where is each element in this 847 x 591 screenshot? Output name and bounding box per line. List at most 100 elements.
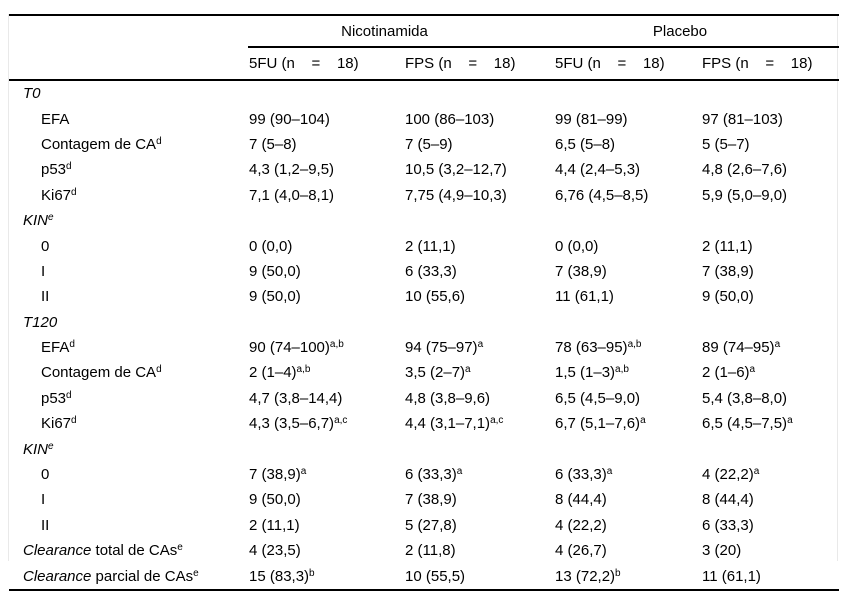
column-header: FPS (n = 18) <box>701 47 839 81</box>
table-row: Clearance parcial de CAse 15 (83,3)b 10 (5… <box>9 563 839 589</box>
row-label: II <box>41 516 50 534</box>
data-cell: 4 (22,2) <box>555 516 607 534</box>
table-row: Ki67d 7,1 (4,0–8,1) 7,75 (4,9–10,3) 6,76 (4… <box>9 183 839 208</box>
superscript-marker: a,b <box>627 339 642 351</box>
data-cell: 2 (11,1) <box>249 516 300 534</box>
table-row: I 9 (50,0) 7 (38,9) 8 (44,4) 8 (44,4) <box>9 487 839 512</box>
table-row: KINe <box>9 436 839 461</box>
data-cell <box>554 208 701 233</box>
table-row: p53d 4,7 (3,8–14,4) 4,8 (3,8–9,6) 6,5 (4,5–… <box>9 386 839 411</box>
data-cell <box>701 80 839 106</box>
data-cell: 5 (5–7) <box>702 135 750 153</box>
data-cell: 4,4 (2,4–5,3) <box>555 161 641 179</box>
superscript-marker: a,c <box>490 415 504 427</box>
row-label: Ki67d <box>41 186 77 204</box>
row-label-part: Clearance <box>23 567 92 585</box>
superscript-marker: a <box>774 339 781 351</box>
superscript-marker: d <box>66 161 72 173</box>
table-body: T0 EFA 99 (90–104) 100 (86–103) 99 (81–99) 97… <box>9 80 839 590</box>
table-row: EFAd 90 (74–100)a,b 94 (75–97)a 78 (63–95)a… <box>9 335 839 360</box>
data-cell: 7 (38,9) <box>405 491 457 509</box>
header-spacer <box>9 47 248 81</box>
data-cell: 10 (55,5) <box>405 567 466 585</box>
superscript-marker: a <box>300 466 307 478</box>
data-cell: 7 (38,9) <box>702 262 754 280</box>
superscript-marker: a <box>749 364 756 376</box>
column-header: 5FU (n = 18) <box>248 47 404 81</box>
row-label: 0 <box>41 466 50 484</box>
superscript-marker: a,b <box>615 364 629 376</box>
data-cell: 94 (75–97)a <box>405 339 484 357</box>
data-cell: 97 (81–103) <box>702 110 783 128</box>
superscript-marker: b <box>615 567 621 579</box>
data-cell: 4 (26,7) <box>555 542 607 560</box>
data-cell: 78 (63–95)a,b <box>555 339 642 357</box>
row-label-part: total de CAs <box>91 542 178 560</box>
table-row: p53d 4,3 (1,2–9,5) 10,5 (3,2–12,7) 4,4 (2,4… <box>9 157 839 182</box>
data-cell: 4 (23,5) <box>249 542 301 560</box>
corner-spacer <box>9 15 248 47</box>
data-cell: 2 (11,8) <box>405 542 456 560</box>
row-label: EFA <box>41 110 70 128</box>
data-cell: 6 (33,3) <box>702 516 754 534</box>
table-row: 0 7 (38,9)a 6 (33,3)a 6 (33,3)a 4 (22,2)a <box>9 462 839 487</box>
row-label: Clearance total de CAse <box>9 538 248 563</box>
table-row: 0 0 (0,0) 2 (11,1) 0 (0,0) 2 (11,1) <box>9 233 839 258</box>
data-cell: 2 (11,1) <box>702 237 753 255</box>
data-cell: 8 (44,4) <box>702 491 754 509</box>
superscript-marker: d <box>71 186 77 198</box>
superscript-marker: d <box>156 135 162 147</box>
table-row: II 9 (50,0) 10 (55,6) 11 (61,1) 9 (50,0) <box>9 284 839 309</box>
data-cell <box>554 436 701 461</box>
table-row: Contagem de CAd 2 (1–4)a,b 3,5 (2–7)a 1,5 (… <box>9 360 839 385</box>
data-cell: 99 (81–99) <box>555 110 628 128</box>
row-label: T0 <box>23 85 41 103</box>
data-cell: 0 (0,0) <box>249 237 293 255</box>
table-row: I 9 (50,0) 6 (33,3) 7 (38,9) 7 (38,9) <box>9 259 839 284</box>
data-cell: 3 (20) <box>702 542 742 560</box>
superscript-marker: a <box>753 466 760 478</box>
row-label: p53d <box>41 161 72 179</box>
data-cell: 7 (5–9) <box>405 135 453 153</box>
superscript-marker: a <box>477 339 484 351</box>
superscript-marker: a <box>465 364 471 376</box>
superscript-marker: a <box>606 466 613 478</box>
superscript-marker: e <box>177 542 183 554</box>
superscript-marker: a,b <box>329 339 344 351</box>
data-cell: 1,5 (1–3)a,b <box>555 364 629 382</box>
row-label: I <box>41 262 46 280</box>
data-cell: 2 (11,1) <box>405 237 456 255</box>
table-row: Ki67d 4,3 (3,5–6,7)a,c 4,4 (3,1–7,1)a,c 6,7… <box>9 411 839 436</box>
results-table: Nicotinamida Placebo 5FU (n = 18) FPS (n = … <box>9 14 839 591</box>
row-label: p53d <box>41 389 72 407</box>
data-cell <box>554 310 701 335</box>
data-cell <box>248 310 404 335</box>
data-cell: 90 (74–100)a,b <box>249 339 344 357</box>
row-label-part: parcial de CAs <box>91 567 194 585</box>
data-cell: 2 (1–6)a <box>702 364 756 382</box>
data-cell: 15 (83,3)b <box>249 567 315 585</box>
data-cell <box>404 208 554 233</box>
superscript-marker: a <box>640 415 646 427</box>
superscript-marker: e <box>48 212 54 224</box>
data-cell: 3,5 (2–7)a <box>405 364 471 382</box>
row-label: I <box>41 491 46 509</box>
data-cell: 7 (38,9) <box>555 262 607 280</box>
table-row: KINe <box>9 208 839 233</box>
row-label: Clearance parcial de CAse <box>9 563 248 589</box>
data-cell <box>554 80 701 106</box>
superscript-marker: a,b <box>296 364 311 376</box>
superscript-marker: d <box>69 339 75 351</box>
superscript-marker: a <box>456 466 463 478</box>
table-row: T120 <box>9 310 839 335</box>
table-row: Contagem de CAd 7 (5–8) 7 (5–9) 6,5 (5–8) 5 … <box>9 132 839 157</box>
data-cell <box>404 310 554 335</box>
table-header: Nicotinamida Placebo 5FU (n = 18) FPS (n = … <box>9 15 839 81</box>
group-header: Nicotinamida <box>248 15 554 48</box>
data-cell: 0 (0,0) <box>555 237 599 255</box>
data-cell: 4,8 (2,6–7,6) <box>702 161 788 179</box>
table-row: T0 <box>9 80 839 106</box>
data-cell: 6 (33,3) <box>405 262 457 280</box>
row-label: KINe <box>23 212 54 230</box>
data-cell: 4,7 (3,8–14,4) <box>249 389 343 407</box>
